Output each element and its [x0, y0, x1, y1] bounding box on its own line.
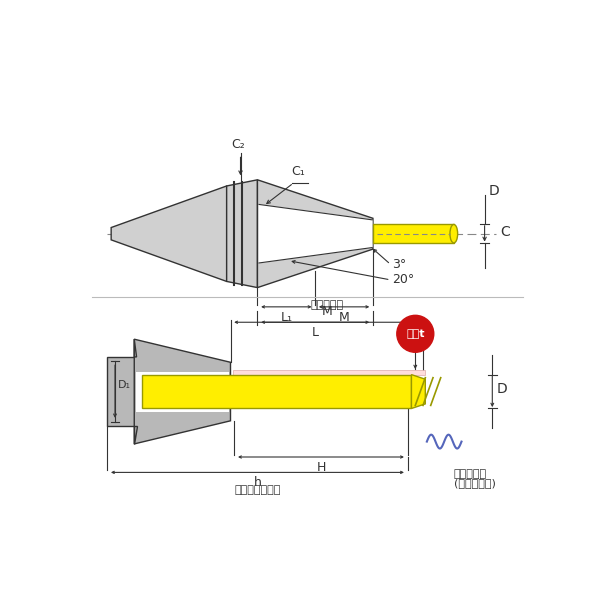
- Text: C: C: [500, 225, 510, 239]
- Text: C₁: C₁: [292, 165, 305, 178]
- Text: D: D: [488, 184, 499, 198]
- Bar: [107, 357, 137, 426]
- Polygon shape: [227, 180, 257, 287]
- Polygon shape: [412, 374, 425, 409]
- Text: D: D: [497, 382, 508, 396]
- Text: (最低把持長): (最低把持長): [454, 478, 496, 488]
- Text: M: M: [322, 305, 332, 319]
- Text: 工具最大挿入長: 工具最大挿入長: [234, 485, 281, 495]
- Bar: [233, 370, 425, 374]
- Polygon shape: [134, 426, 137, 444]
- Polygon shape: [257, 180, 373, 287]
- Text: L: L: [312, 326, 319, 339]
- Polygon shape: [259, 205, 372, 263]
- Text: M: M: [338, 311, 349, 323]
- Polygon shape: [134, 339, 230, 444]
- Text: C₂: C₂: [232, 137, 245, 151]
- Text: H: H: [316, 461, 326, 474]
- Bar: [136, 371, 229, 412]
- Circle shape: [397, 316, 434, 352]
- Polygon shape: [134, 339, 137, 357]
- Text: D₁: D₁: [118, 380, 131, 391]
- Text: 肉厘t: 肉厘t: [406, 329, 425, 339]
- Text: L₁: L₁: [280, 311, 292, 323]
- Bar: [142, 374, 412, 409]
- Polygon shape: [111, 186, 227, 281]
- Text: 加工有効長: 加工有効長: [310, 300, 343, 310]
- Ellipse shape: [450, 224, 458, 243]
- Text: 20°: 20°: [392, 274, 415, 286]
- Text: h: h: [254, 476, 262, 489]
- Polygon shape: [373, 224, 454, 243]
- Text: つかみ長さ: つかみ長さ: [454, 469, 487, 479]
- Text: 3°: 3°: [392, 258, 406, 271]
